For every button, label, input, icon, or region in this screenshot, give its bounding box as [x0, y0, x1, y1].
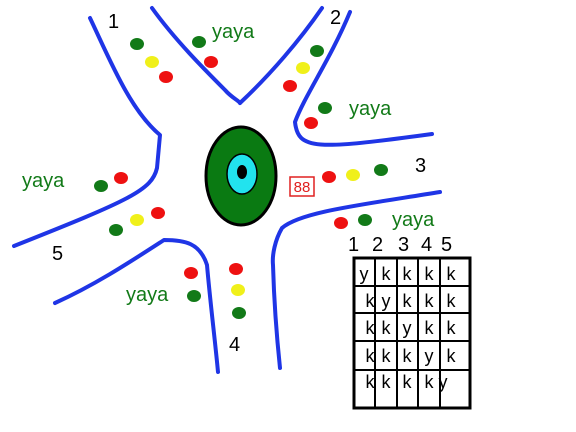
- traffic-light-3: [322, 164, 388, 183]
- traffic-light-4b: [184, 267, 201, 302]
- matrix-cell: k: [425, 264, 435, 284]
- light-red: [304, 117, 318, 129]
- roads: [12, 6, 442, 374]
- traffic-light-2b: [304, 102, 332, 129]
- light-green: [130, 38, 144, 50]
- road-edge-2b: [293, 10, 434, 147]
- light-yellow: [145, 56, 159, 68]
- matrix-column-headers: 1 2 3 4 5: [348, 234, 452, 256]
- light-green: [318, 102, 332, 114]
- matrix-cell: k: [425, 318, 435, 338]
- arm-number-4: 4: [229, 334, 240, 356]
- light-yellow: [346, 169, 360, 181]
- matrix-cell: k: [382, 318, 392, 338]
- traffic-light-3b: [334, 214, 372, 229]
- matrix-cell: k: [366, 346, 376, 366]
- matrix-cell: k: [447, 291, 457, 311]
- arm-numbers: 1 2 3 4 5: [52, 7, 426, 356]
- arm-label-5: yaya: [22, 170, 65, 192]
- light-yellow: [296, 62, 310, 74]
- traffic-light-5b: [94, 172, 128, 192]
- light-yellow: [130, 214, 144, 226]
- light-green: [310, 45, 324, 57]
- counter-display: 88: [289, 176, 315, 197]
- traffic-light-2: [283, 45, 324, 92]
- matrix-cell: k: [447, 264, 457, 284]
- light-red: [151, 207, 165, 219]
- matrix-cell: k: [425, 291, 435, 311]
- arm-number-3: 3: [415, 155, 426, 177]
- arm-label-2: yaya: [349, 98, 392, 120]
- light-green: [358, 214, 372, 226]
- light-red: [184, 267, 198, 279]
- matrix-col-header-1: 1: [348, 234, 359, 256]
- road-edge-3: [270, 190, 442, 370]
- light-yellow: [231, 284, 245, 296]
- arm-number-2: 2: [330, 7, 341, 29]
- light-red: [283, 80, 297, 92]
- matrix-cell: y: [425, 346, 434, 366]
- light-red: [204, 56, 218, 68]
- matrix-cell: y: [403, 318, 412, 338]
- light-red: [322, 171, 336, 183]
- road-edge-1b: [150, 6, 242, 105]
- matrix-cell: y: [439, 372, 448, 392]
- road-edge-1a: [12, 16, 162, 248]
- matrix-cell: k: [447, 346, 457, 366]
- arm-number-5: 5: [52, 243, 63, 265]
- light-green: [187, 290, 201, 302]
- matrix-cells: y k k k k k y k k k k k y k k k k k y k …: [360, 264, 457, 392]
- light-green: [109, 224, 123, 236]
- traffic-light-5: [109, 207, 165, 236]
- light-green: [94, 180, 108, 192]
- arm-label-1: yaya: [212, 21, 255, 43]
- roundabout: [204, 125, 278, 227]
- arm-label-4: yaya: [126, 284, 169, 306]
- matrix-cell: k: [403, 264, 413, 284]
- counter-display-frame: [289, 176, 315, 197]
- road-edge-4: [53, 238, 220, 374]
- matrix-col-header-4: 4: [421, 234, 432, 256]
- light-green: [232, 307, 246, 319]
- counter-display-text: 88: [294, 179, 311, 196]
- matrix-cell: k: [403, 346, 413, 366]
- traffic-light-1: [130, 38, 173, 83]
- matrix-cell: y: [382, 291, 391, 311]
- light-green: [374, 164, 388, 176]
- matrix-cell: k: [403, 372, 413, 392]
- matrix-cell: k: [425, 372, 435, 392]
- matrix-cell: k: [366, 372, 376, 392]
- matrix-cell: k: [447, 318, 457, 338]
- matrix-col-header-2: 2: [372, 234, 383, 256]
- matrix-cell: y: [360, 264, 369, 284]
- arm-number-1: 1: [108, 11, 119, 33]
- light-red: [334, 217, 348, 229]
- matrix-cell: k: [382, 346, 392, 366]
- light-red: [229, 263, 243, 275]
- matrix-col-header-3: 3: [398, 234, 409, 256]
- matrix-cell: k: [382, 264, 392, 284]
- arm-label-3: yaya: [392, 209, 435, 231]
- traffic-light-4: [229, 263, 246, 319]
- matrix-cell: k: [403, 291, 413, 311]
- matrix-cell: k: [366, 318, 376, 338]
- light-red: [114, 172, 128, 184]
- traffic-light-1b: [192, 36, 218, 68]
- roundabout-center: [237, 165, 247, 179]
- matrix-cell: k: [366, 291, 376, 311]
- matrix-grid: [352, 256, 472, 410]
- road-edge-2a: [238, 6, 324, 105]
- light-red: [159, 71, 173, 83]
- light-green: [192, 36, 206, 48]
- matrix-col-header-5: 5: [441, 234, 452, 256]
- matrix-cell: k: [382, 372, 392, 392]
- matrix-border: [352, 256, 472, 410]
- arm-labels: yaya yaya yaya yaya yaya: [22, 21, 435, 306]
